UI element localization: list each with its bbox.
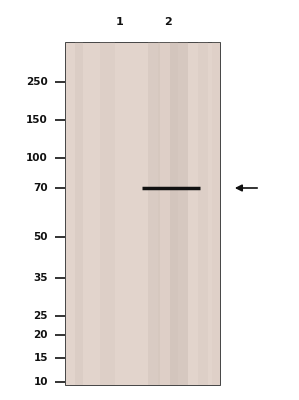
- Text: 1: 1: [116, 17, 124, 27]
- Text: 100: 100: [26, 153, 48, 163]
- Text: 70: 70: [33, 183, 48, 193]
- Text: 150: 150: [26, 115, 48, 125]
- Bar: [170, 42, 188, 385]
- Bar: [198, 42, 208, 385]
- Text: 250: 250: [26, 77, 48, 87]
- Bar: [158, 42, 178, 385]
- Bar: [212, 42, 220, 385]
- Bar: [148, 42, 160, 385]
- Text: 35: 35: [33, 273, 48, 283]
- Bar: [75, 42, 83, 385]
- Text: 10: 10: [33, 377, 48, 387]
- Text: 15: 15: [33, 353, 48, 363]
- Text: 20: 20: [33, 330, 48, 340]
- Text: 50: 50: [33, 232, 48, 242]
- Text: 2: 2: [164, 17, 172, 27]
- Bar: [65, 42, 220, 385]
- Bar: [100, 42, 115, 385]
- Text: 25: 25: [33, 311, 48, 321]
